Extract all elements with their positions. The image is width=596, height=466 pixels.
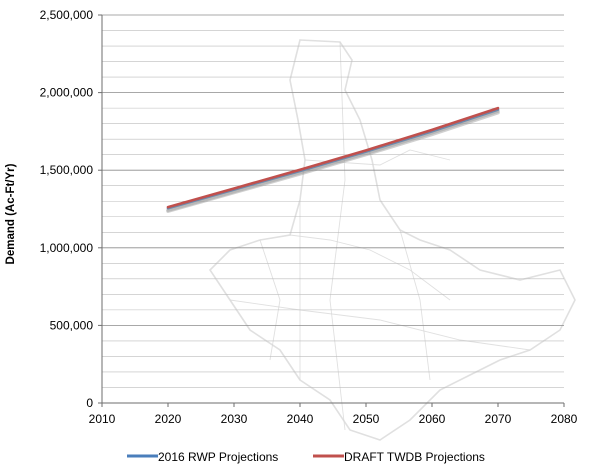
map-watermark-path xyxy=(399,229,431,381)
series-shadow-1 xyxy=(166,109,500,212)
y-tick-label: 500,000 xyxy=(50,318,94,332)
map-watermark-path xyxy=(259,239,281,361)
axes xyxy=(98,14,565,407)
map-watermark-path xyxy=(304,149,451,166)
y-tick-label: 1,500,000 xyxy=(40,163,94,177)
map-watermark-path xyxy=(229,299,531,351)
background-map-watermark xyxy=(208,39,576,441)
y-tick-label: 0 xyxy=(86,396,93,410)
legend-label-0: 2016 RWP Projections xyxy=(158,450,278,464)
x-tick-label: 2020 xyxy=(155,412,182,426)
y-tick-label: 1,000,000 xyxy=(40,241,94,255)
map-watermark-path xyxy=(289,234,451,301)
map-watermark-path xyxy=(208,39,576,441)
x-tick-label: 2040 xyxy=(287,412,314,426)
map-watermark-path xyxy=(329,41,346,431)
y-axis-title: Demand (Ac-Ft/Yr) xyxy=(5,163,17,264)
y-tick-labels: 0 500,000 1,000,000 1,500,000 2,000,000 2,500… xyxy=(40,8,94,410)
x-tick-label: 2060 xyxy=(419,412,446,426)
x-tick-label: 2070 xyxy=(485,412,512,426)
x-tick-label: 2050 xyxy=(353,412,380,426)
x-tick-label: 2030 xyxy=(221,412,248,426)
series-line-1 xyxy=(166,106,500,209)
series-shadow-0 xyxy=(166,110,500,213)
y-tick-label: 2,500,000 xyxy=(40,8,94,22)
gridlines xyxy=(102,14,564,404)
x-tick-label: 2010 xyxy=(89,412,116,426)
y-tick-label: 2,000,000 xyxy=(40,86,94,100)
x-tick-labels: 2010 2020 2030 2040 2050 2060 2070 2080 xyxy=(89,412,578,426)
legend: 2016 RWP Projections DRAFT TWDB Projectio… xyxy=(127,450,485,464)
x-tick-label: 2080 xyxy=(551,412,578,426)
legend-label-1: DRAFT TWDB Projections xyxy=(344,450,485,464)
series-lines xyxy=(166,106,500,213)
